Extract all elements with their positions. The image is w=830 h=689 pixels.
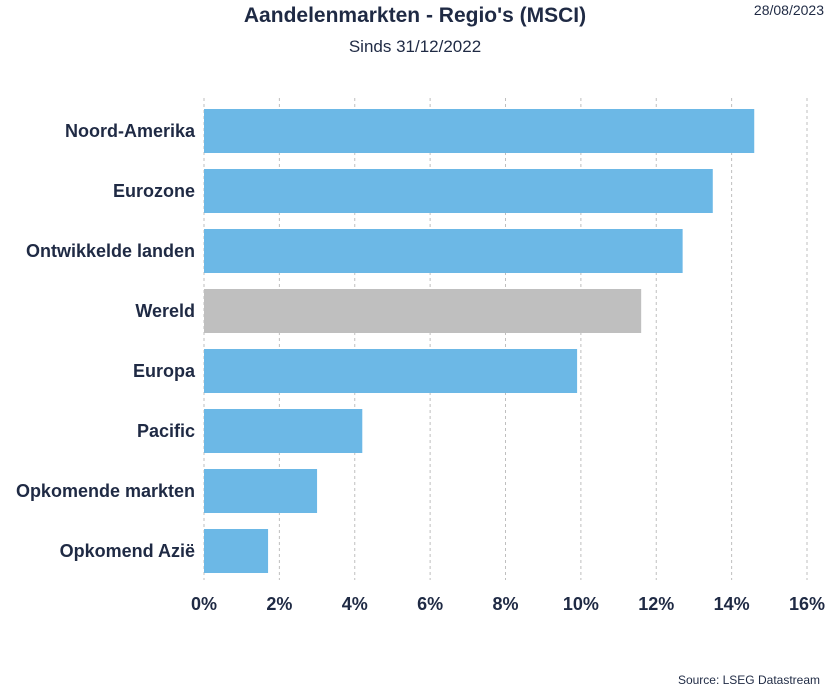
source-note: Source: LSEG Datastream bbox=[677, 673, 820, 687]
x-tick-label: 16% bbox=[789, 594, 825, 614]
x-tick-label: 8% bbox=[492, 594, 518, 614]
category-label: Eurozone bbox=[113, 181, 195, 201]
bar bbox=[204, 289, 642, 333]
x-tick-labels: 0% 2% 4% 6% 8% 10% 12% 14% 16% bbox=[191, 594, 825, 614]
x-tick-label: 4% bbox=[342, 594, 368, 614]
bar bbox=[204, 229, 683, 273]
bar bbox=[204, 409, 363, 453]
category-label: Opkomende markten bbox=[16, 481, 195, 501]
chart-title: Aandelenmarkten - Regio's (MSCI) bbox=[243, 4, 587, 27]
bar bbox=[204, 109, 755, 153]
category-label: Noord-Amerika bbox=[65, 121, 196, 141]
x-tick-label: 2% bbox=[266, 594, 292, 614]
x-tick-label: 6% bbox=[417, 594, 443, 614]
bar bbox=[204, 529, 269, 573]
x-tick-label: 14% bbox=[714, 594, 750, 614]
category-labels: Noord-Amerika Eurozone Ontwikkelde landen W… bbox=[16, 121, 196, 561]
x-tick-label: 12% bbox=[638, 594, 674, 614]
x-tick-label: 0% bbox=[191, 594, 217, 614]
bar bbox=[204, 349, 578, 393]
category-label: Pacific bbox=[137, 421, 195, 441]
x-tick-label: 10% bbox=[563, 594, 599, 614]
bars bbox=[204, 109, 755, 573]
bar bbox=[204, 469, 318, 513]
category-label: Ontwikkelde landen bbox=[26, 241, 195, 261]
bar bbox=[204, 169, 713, 213]
chart-subtitle: Sinds 31/12/2022 bbox=[348, 37, 482, 56]
date-stamp: 28/08/2023 bbox=[753, 2, 824, 18]
category-label: Wereld bbox=[135, 301, 195, 321]
category-label: Europa bbox=[133, 361, 196, 381]
category-label: Opkomend Azië bbox=[60, 541, 195, 561]
